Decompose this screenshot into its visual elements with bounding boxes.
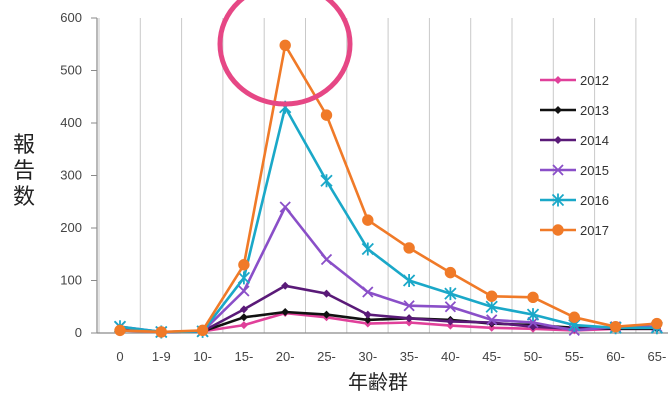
highlight-circle [217,0,353,107]
data-point [446,317,455,326]
x-tick-label: 65- [648,349,667,364]
legend-item-2017: 2017 [540,223,609,238]
y-tick-label: 300 [60,168,82,183]
y-tick-label: 0 [75,325,82,340]
legend-item-2016: 2016 [540,193,609,208]
legend-label: 2017 [580,223,609,238]
y-tick-label: 500 [60,63,82,78]
data-point [554,136,562,144]
data-point [114,324,126,337]
data-point [322,289,331,298]
data-point [402,274,416,287]
data-point [281,308,290,316]
data-point [405,318,414,327]
y-tick-label: 100 [60,273,82,288]
series-layer [113,39,664,339]
x-axis-label: 年齢群 [348,370,408,394]
x-tick-label: 35- [400,349,419,364]
x-tick-label: 10- [193,349,212,364]
legend: 2012 2013 2014 2015 2016 2017 [540,73,609,238]
x-tick-label: 45- [482,349,501,364]
x-tick-label: 15- [235,349,254,364]
data-point [363,315,372,324]
data-point [361,242,374,256]
data-point [281,281,290,290]
series-line [119,205,657,334]
legend-item-2015: 2015 [540,163,609,178]
data-point [554,76,562,84]
data-point [651,317,663,330]
x-tick-label: 50- [524,349,543,364]
data-point [609,321,622,333]
x-tick-label: 40- [441,349,460,364]
x-tick-label: 20- [276,349,295,364]
data-point [279,39,291,51]
legend-label: 2016 [580,193,609,208]
data-point [320,174,333,188]
data-point [554,106,562,114]
series-2017 [114,39,663,338]
data-point [239,305,248,314]
data-point [486,290,498,302]
legend-label: 2014 [580,133,609,148]
data-point [444,301,457,313]
data-point [403,242,415,254]
legend-label: 2013 [580,103,609,118]
data-point [239,313,248,322]
data-point [486,314,498,326]
data-point [446,321,455,330]
data-point [551,193,565,207]
x-tick-label: 25- [317,349,336,364]
series-line [119,43,657,334]
x-tick-label: 60- [606,349,625,364]
data-point [485,300,498,314]
data-point [363,310,372,319]
legend-label: 2015 [580,163,609,178]
data-point [405,314,414,323]
data-point [568,311,580,323]
x-tick-label: 30- [358,349,377,364]
data-point [552,164,564,176]
data-point [403,300,415,312]
data-point [238,259,250,271]
y-tick-label: 400 [60,115,82,130]
annotation-layer [217,0,353,107]
legend-item-2014: 2014 [540,133,609,148]
data-point [552,224,564,236]
data-point [526,308,540,322]
data-point [155,326,168,338]
data-point [487,323,496,332]
series-2016 [113,100,664,339]
data-point [320,109,333,121]
data-point [237,271,251,285]
axes-layer: 0 100 200 300 400 500 600 0 1-9 10- 15- 20- 25- 30- 35… [60,10,668,364]
y-tick-label: 600 [60,10,82,25]
data-point [527,291,539,303]
data-point [320,253,333,266]
x-tick-label: 55- [565,349,584,364]
series-line [119,106,657,334]
data-point [362,214,374,226]
data-point [239,321,248,330]
x-tick-label: 0 [116,349,123,364]
legend-item-2013: 2013 [540,103,609,118]
grid-layer [98,18,637,333]
data-point [362,286,374,298]
legend-item-2012: 2012 [540,73,609,88]
data-point [322,310,331,319]
data-point [444,287,457,301]
data-point [279,201,291,213]
data-point [444,266,457,279]
y-axis-label: 報告数 [13,133,35,210]
legend-label: 2012 [580,73,609,88]
data-point [196,324,209,337]
x-tick-label: 1-9 [152,349,171,364]
y-tick-label: 200 [60,220,82,235]
data-point [238,285,250,297]
